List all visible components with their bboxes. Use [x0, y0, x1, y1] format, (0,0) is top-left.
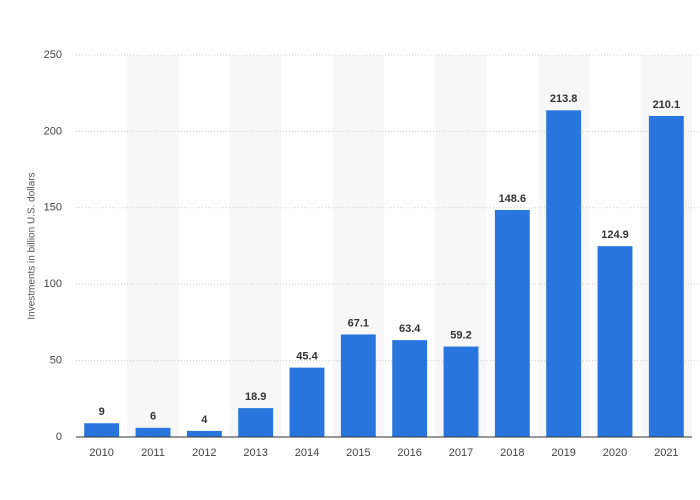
x-tick-label: 2016 [397, 447, 421, 459]
x-tick-label: 2011 [141, 447, 165, 459]
value-label: 18.9 [245, 391, 266, 403]
bar [135, 427, 171, 437]
column-band [230, 55, 282, 437]
value-label: 4 [201, 414, 208, 426]
y-tick-label: 200 [44, 125, 62, 137]
x-tick-label: 2021 [654, 447, 678, 459]
bar [289, 367, 325, 437]
bar [340, 334, 376, 437]
value-label: 9 [99, 406, 105, 418]
y-tick-label: 50 [50, 355, 62, 367]
value-label: 213.8 [550, 93, 578, 105]
value-label: 148.6 [499, 193, 527, 205]
bar [238, 408, 274, 437]
value-label: 67.1 [348, 317, 369, 329]
y-axis-label: Investments in billion U.S. dollars [27, 172, 38, 319]
y-tick-label: 100 [44, 278, 62, 290]
column-band [127, 55, 179, 437]
y-tick-label: 250 [44, 49, 62, 61]
value-label: 6 [150, 411, 156, 423]
x-tick-label: 2012 [192, 447, 216, 459]
x-tick-label: 2013 [243, 447, 267, 459]
value-label: 45.4 [296, 351, 318, 363]
bar [546, 110, 582, 437]
value-label: 210.1 [653, 99, 681, 111]
x-tick-label: 2020 [603, 447, 627, 459]
value-label: 124.9 [601, 229, 629, 241]
y-tick-label: 0 [56, 431, 62, 443]
value-label: 63.4 [399, 323, 421, 335]
x-tick-label: 2014 [295, 447, 319, 459]
bar [597, 246, 633, 437]
x-tick-label: 2019 [551, 447, 575, 459]
x-tick-label: 2010 [89, 447, 113, 459]
bar [494, 209, 530, 437]
value-label: 59.2 [450, 329, 471, 341]
x-tick-label: 2015 [346, 447, 370, 459]
bar [443, 346, 479, 437]
bar [84, 423, 120, 437]
bar [186, 430, 222, 437]
x-tick-label: 2018 [500, 447, 524, 459]
y-tick-label: 150 [44, 202, 62, 214]
bar [392, 340, 428, 437]
bar [648, 115, 684, 438]
x-tick-label: 2017 [449, 447, 473, 459]
